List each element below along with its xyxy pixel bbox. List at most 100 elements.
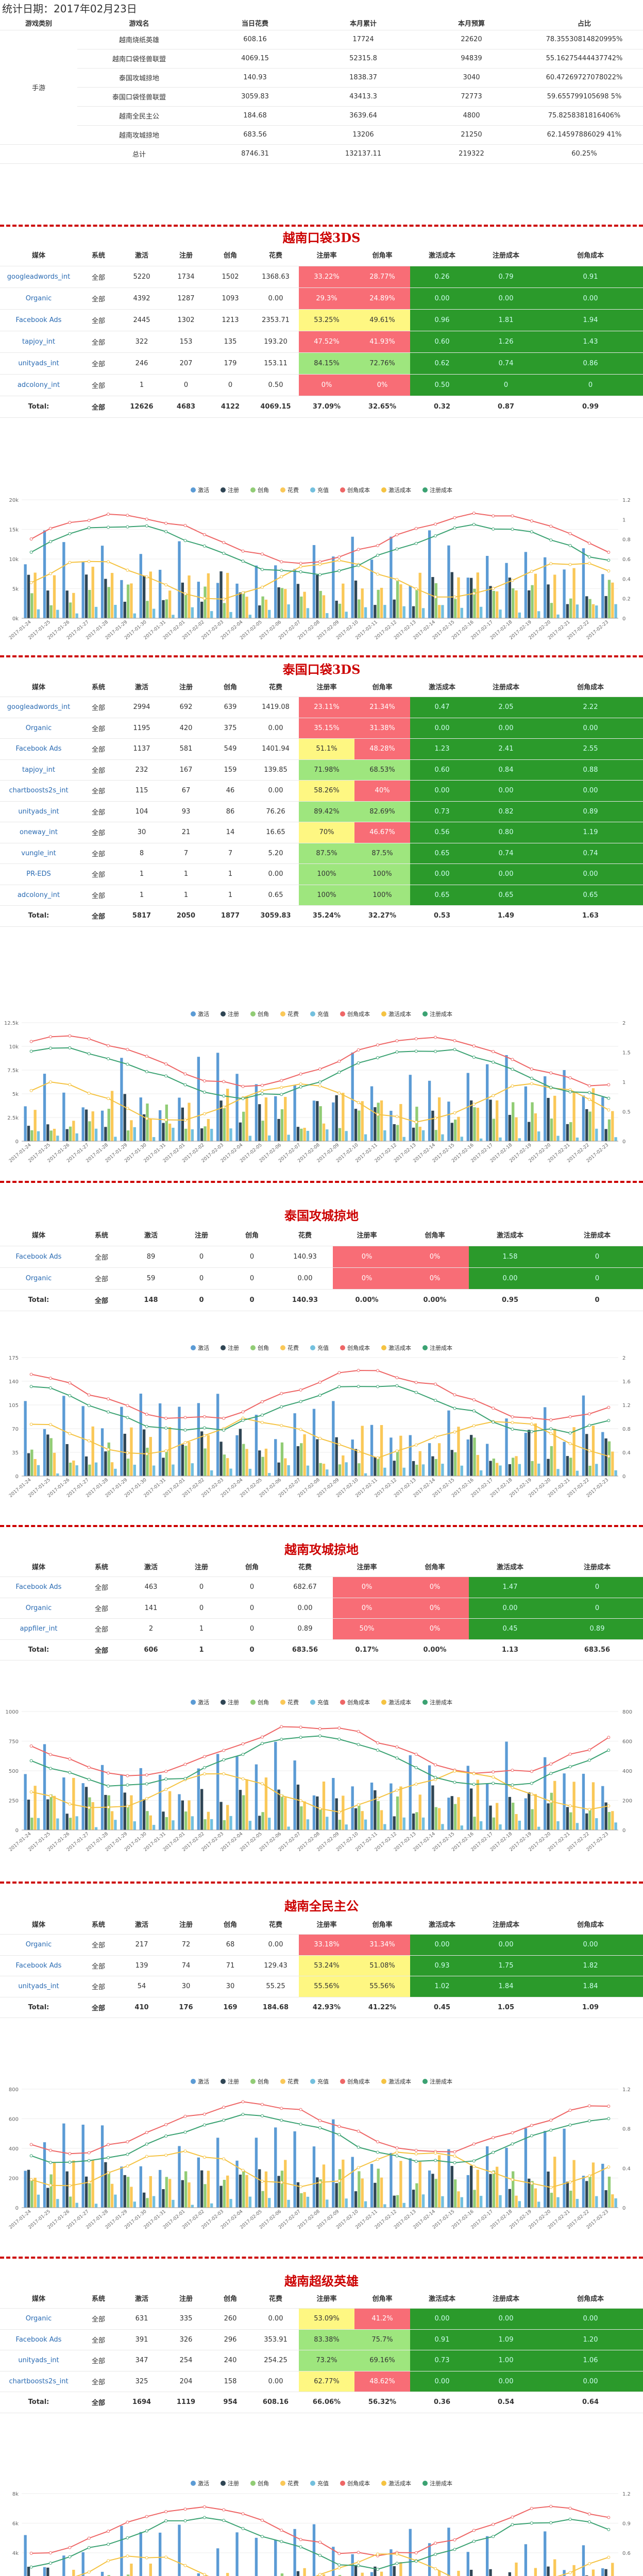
- chart-point: [414, 1381, 418, 1384]
- chart-bar: [434, 1459, 437, 1476]
- legend-item[interactable]: 激活成本: [381, 1698, 411, 1706]
- chart-point: [511, 2523, 514, 2527]
- legend-item[interactable]: 创角成本: [340, 2479, 370, 2487]
- chart-bar: [287, 1826, 290, 1830]
- legend-item[interactable]: 创角: [250, 1344, 269, 1352]
- chart-bar: [303, 1801, 306, 1830]
- legend-item[interactable]: 激活成本: [381, 486, 411, 494]
- chart-bar: [326, 1129, 329, 1141]
- chart-point: [607, 1108, 611, 1112]
- chart-point: [68, 521, 72, 524]
- legend-item[interactable]: 花费: [280, 2479, 299, 2487]
- table-cell: 0.00: [410, 1934, 474, 1956]
- legend-item[interactable]: 充值: [310, 1698, 329, 1706]
- legend-item[interactable]: 花费: [280, 1344, 299, 1352]
- column-header: 注册率: [299, 2287, 354, 2309]
- chart-point: [453, 1769, 456, 1773]
- legend-item[interactable]: 激活成本: [381, 2479, 411, 2487]
- table-cell: chartboosts2s_int: [0, 780, 77, 802]
- legend-item[interactable]: 注册: [221, 1698, 239, 1706]
- table-cell: 84.15%: [299, 352, 354, 375]
- legend-item[interactable]: 充值: [310, 1010, 329, 1018]
- column-header: 注册率: [333, 1224, 401, 1246]
- legend-item[interactable]: 激活: [191, 486, 209, 494]
- chart-point: [357, 1449, 360, 1453]
- legend-item[interactable]: 注册成本: [422, 1698, 452, 1706]
- legend-item[interactable]: 注册成本: [422, 1010, 452, 1018]
- legend-item[interactable]: 花费: [280, 1010, 299, 1018]
- legend-item[interactable]: 创角: [250, 1698, 269, 1706]
- chart-bar: [37, 1818, 40, 1830]
- legend-item[interactable]: 注册成本: [422, 486, 452, 494]
- legend-item[interactable]: 激活: [191, 1698, 209, 1706]
- chart-bar: [582, 2176, 585, 2208]
- chart-bar: [457, 1116, 460, 1141]
- legend-item[interactable]: 注册: [221, 1344, 239, 1352]
- chart-bar: [197, 2157, 200, 2208]
- legend-item[interactable]: 激活: [191, 2077, 209, 2086]
- chart-point: [568, 1442, 572, 1445]
- y2-tick-label: 0.2: [622, 597, 631, 602]
- legend-item[interactable]: 注册: [221, 1010, 239, 1018]
- legend-item[interactable]: 注册: [221, 2479, 239, 2487]
- summary-cell: [0, 144, 77, 164]
- legend-item[interactable]: 充值: [310, 2479, 329, 2487]
- table-cell: 89: [126, 1246, 176, 1268]
- chart-point: [549, 1772, 553, 1775]
- legend-item[interactable]: 创角: [250, 486, 269, 494]
- chart-bar: [342, 1795, 345, 1830]
- legend-item[interactable]: 创角成本: [340, 486, 370, 494]
- chart-point: [568, 1804, 572, 1808]
- legend-item[interactable]: 创角成本: [340, 1344, 370, 1352]
- chart-bar: [27, 574, 30, 618]
- chart-bar: [235, 1435, 239, 1476]
- legend-item[interactable]: 激活成本: [381, 1010, 411, 1018]
- legend-item[interactable]: 充值: [310, 486, 329, 494]
- legend-item[interactable]: 注册成本: [422, 2077, 452, 2086]
- legend-item[interactable]: 创角: [250, 1010, 269, 1018]
- column-header: 媒体: [0, 1913, 77, 1935]
- legend-item[interactable]: 激活: [191, 1344, 209, 1352]
- chart-point: [222, 1428, 226, 1432]
- legend-item[interactable]: 充值: [310, 2077, 329, 2086]
- chart-bar: [415, 1464, 418, 1476]
- legend-item[interactable]: 激活: [191, 1010, 209, 1018]
- legend-item[interactable]: 充值: [310, 1344, 329, 1352]
- chart-bar: [489, 1805, 492, 1830]
- legend-item[interactable]: 创角成本: [340, 1698, 370, 1706]
- legend-item[interactable]: 创角: [250, 2479, 269, 2487]
- legend-item[interactable]: 激活成本: [381, 1344, 411, 1352]
- chart-point: [183, 2130, 187, 2134]
- column-header: 系统: [77, 244, 120, 266]
- chart-bar: [255, 1764, 258, 1830]
- chart-point: [318, 2126, 321, 2130]
- legend-item[interactable]: 注册成本: [422, 2479, 452, 2487]
- legend-item[interactable]: 创角成本: [340, 2077, 370, 2086]
- legend-item[interactable]: 激活成本: [381, 2077, 411, 2086]
- chart-bar: [123, 1792, 126, 1830]
- legend-item[interactable]: 激活: [191, 2479, 209, 2487]
- total-cell: 683.56: [277, 1639, 333, 1660]
- legend-item[interactable]: 花费: [280, 1698, 299, 1706]
- table-cell: 33.22%: [299, 266, 354, 288]
- table-cell: 0%: [333, 1267, 401, 1290]
- legend-item[interactable]: 注册: [221, 486, 239, 494]
- summary-cell: 3639.64: [309, 106, 417, 126]
- legend-item[interactable]: 注册: [221, 2077, 239, 2086]
- chart-bar: [358, 1463, 361, 1476]
- legend-item[interactable]: 注册成本: [422, 1344, 452, 1352]
- total-cell: 32.27%: [354, 905, 410, 927]
- table-cell: 5.20: [252, 843, 299, 864]
- total-cell: 0.32: [410, 396, 474, 418]
- legend-item[interactable]: 创角: [250, 2077, 269, 2086]
- chart-point: [49, 1046, 53, 1050]
- table-row: 越南口袋怪兽联盟 4069.15 52315.8 94839 55.1627544443…: [0, 49, 643, 69]
- chart-svg: 0357010514017500.40.81.21.622017-01-2420…: [8, 1355, 631, 1499]
- legend-item[interactable]: 花费: [280, 486, 299, 494]
- summary-cell: 78.35530814820995%: [526, 30, 643, 49]
- legend-item[interactable]: 创角成本: [340, 1010, 370, 1018]
- chart-bar: [466, 578, 469, 618]
- legend-item[interactable]: 花费: [280, 2077, 299, 2086]
- chart-point: [492, 1775, 495, 1779]
- chart-point: [183, 1428, 187, 1432]
